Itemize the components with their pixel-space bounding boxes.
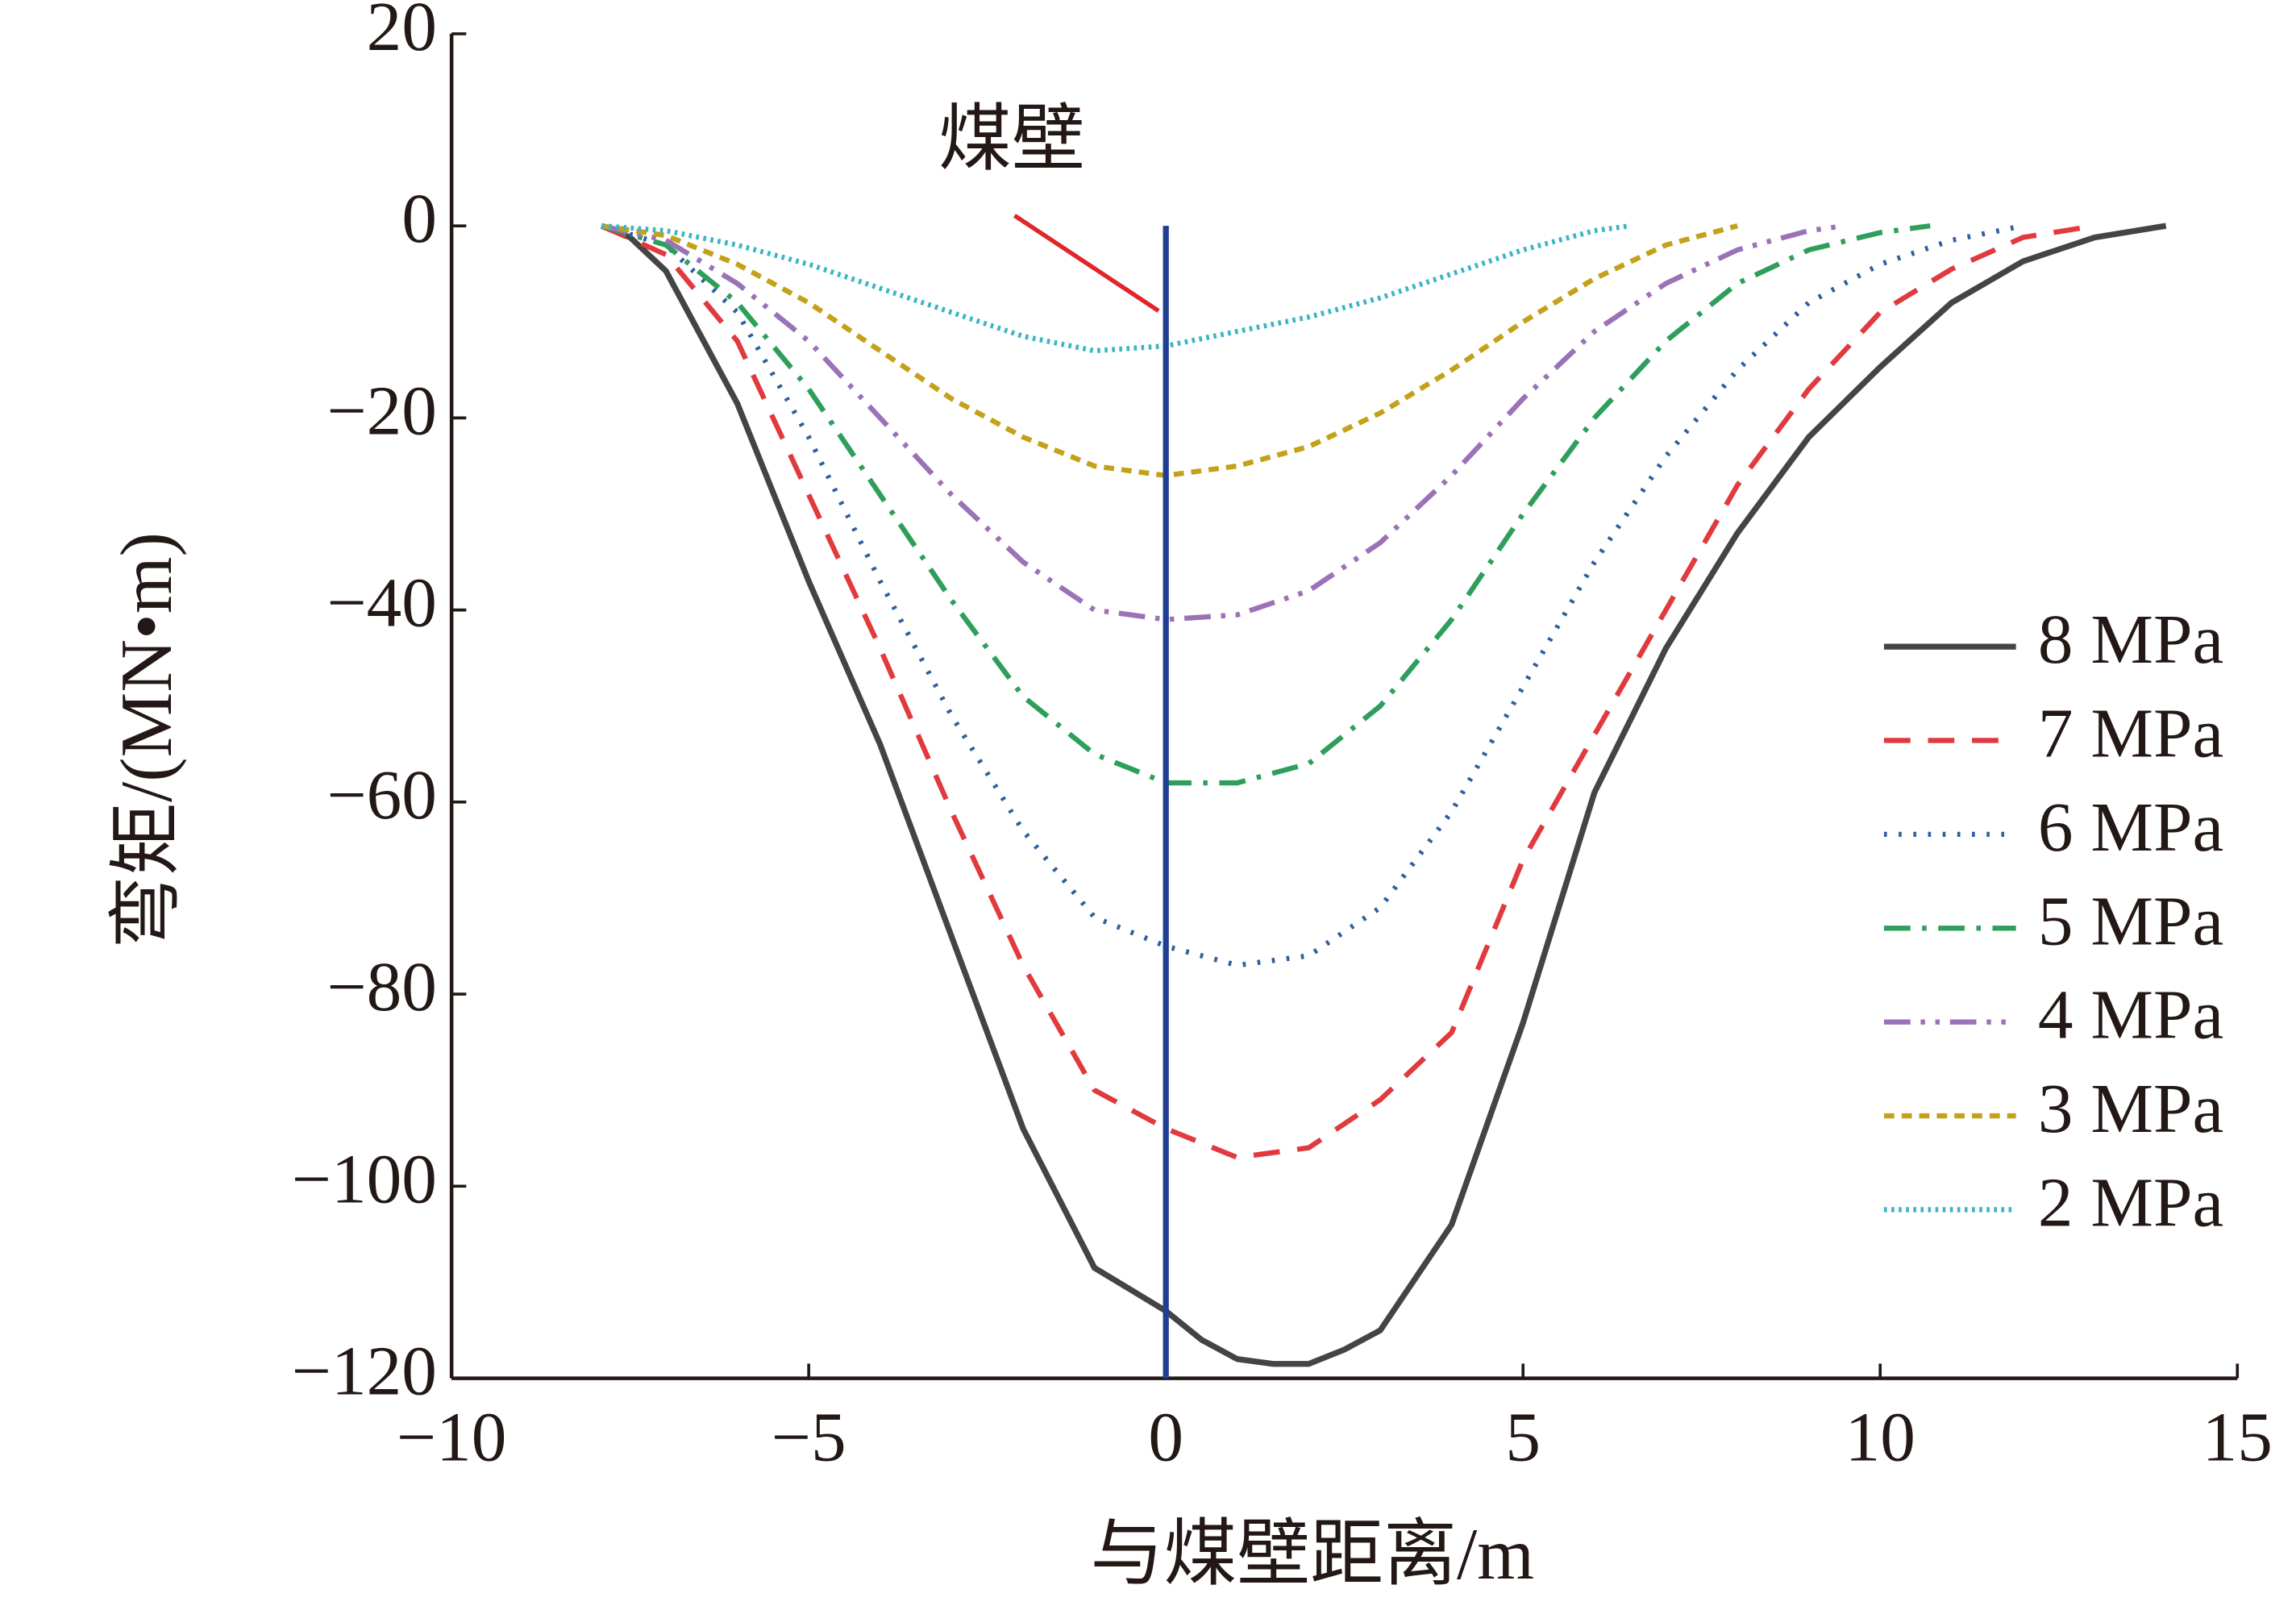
legend-label: 2 MPa [2038, 1163, 2223, 1241]
annotation-text: 煤壁 [938, 98, 1085, 180]
legend-label: 5 MPa [2038, 881, 2223, 959]
y-tick-label: −20 [327, 371, 437, 449]
legend-label: 7 MPa [2038, 694, 2223, 772]
y-tick-label: 20 [367, 0, 437, 65]
legend-label: 8 MPa [2038, 600, 2223, 678]
series-line [601, 223, 1738, 479]
x-tick-label: 0 [1148, 1397, 1183, 1475]
legend-label: 3 MPa [2038, 1069, 2223, 1147]
series-line [600, 223, 2095, 1160]
x-tick-label: 5 [1505, 1397, 1541, 1475]
y-tick-label: −80 [327, 947, 437, 1025]
legend-label: 4 MPa [2038, 976, 2223, 1054]
x-axis-label: 与煤壁距离/m [1090, 1513, 1534, 1595]
series-line [601, 223, 1931, 786]
series-line [600, 223, 2167, 1367]
y-tick-label: −100 [292, 1139, 437, 1217]
x-tick-label: −10 [397, 1397, 507, 1475]
y-axis-label: 弯矩/(MN•m) [106, 532, 187, 949]
y-tick-label: 0 [401, 179, 437, 257]
y-tick-label: −120 [292, 1332, 437, 1410]
x-tick-label: 15 [2202, 1397, 2273, 1475]
series-line [601, 223, 1845, 622]
legend-label: 6 MPa [2038, 788, 2223, 866]
y-tick-label: −40 [327, 564, 437, 642]
y-tick-label: −60 [327, 755, 437, 834]
x-tick-label: −5 [772, 1397, 846, 1475]
series-line [601, 223, 1631, 354]
x-tick-label: 10 [1845, 1397, 1915, 1475]
annotation-pointer [1013, 214, 1160, 313]
